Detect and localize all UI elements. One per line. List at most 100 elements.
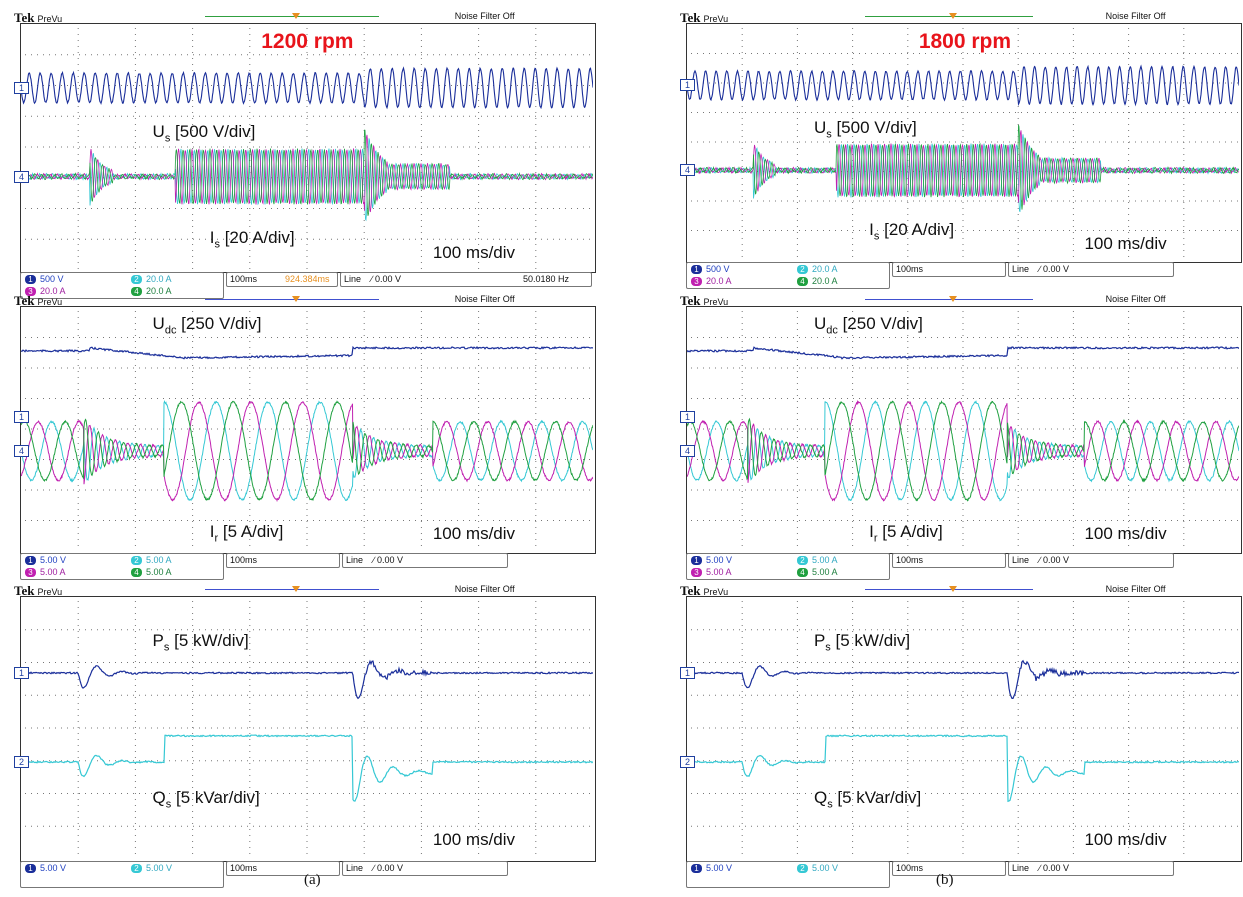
channel-scale-2[interactable]: 2 5.00 V <box>797 863 839 874</box>
waveform-plot <box>687 601 1239 854</box>
scope-panel-b-mid: Tek PreVu Noise Filter Off Udc [250 V/div] I… <box>680 293 1243 580</box>
status-bar: 1 5.00 V 2 5.00 A 3 5.00 A 4 5.00 A 100ms Line ∕ 0… <box>686 553 1240 580</box>
stator-current-trace-2 <box>21 134 593 213</box>
stator-voltage-trace <box>687 64 1239 107</box>
time-per-div-label: 100 ms/div <box>1084 830 1167 850</box>
channel-marker-1[interactable]: 1 <box>14 666 29 679</box>
channel-badge-icon: 4 <box>797 568 808 578</box>
channel-scale-3[interactable]: 3 20.0 A <box>25 286 66 297</box>
channel-scale-box: 1 5.00 V 2 5.00 A 3 5.00 A 4 5.00 A <box>686 553 890 580</box>
timebase-value: 100ms <box>230 274 258 284</box>
channel-scale-1[interactable]: 1 500 V <box>25 274 64 285</box>
trigger-level: ∕ 0.00 V <box>373 863 404 873</box>
graticule-b-mid: Udc [250 V/div] Ir [5 A/div] 100 ms/div <box>686 306 1242 554</box>
channel-badge-icon: 2 <box>797 864 808 874</box>
channel-scale-value: 20.0 A <box>812 264 838 274</box>
graticule-a-top: Us [500 V/div] Is [20 A/div] 100 ms/div 120… <box>20 23 596 273</box>
channel-scale-3[interactable]: 3 5.00 A <box>25 567 66 578</box>
channel-marker-2[interactable]: 2 <box>680 756 695 769</box>
graticule-a-bot: Ps [5 kW/div] Qs [5 kVar/div] 100 ms/div <box>20 596 596 862</box>
channel-scale-4[interactable]: 4 5.00 A <box>131 567 172 578</box>
channel-scale-3[interactable]: 3 5.00 A <box>691 567 732 578</box>
channel-scale-2[interactable]: 2 5.00 V <box>131 863 173 874</box>
mode-text: PreVu <box>37 14 63 24</box>
trigger-source: Line <box>1012 863 1030 873</box>
graticule-b-bot: Ps [5 kW/div] Qs [5 kVar/div] 100 ms/div <box>686 596 1242 862</box>
channel-marker-4[interactable]: 4 <box>680 444 695 457</box>
channel-scale-box: 1 5.00 V 2 5.00 V <box>686 861 890 888</box>
frequency-readout: 50.0180 Hz <box>523 274 570 284</box>
rotor-current-trace-3 <box>21 400 593 501</box>
noise-filter-status: Noise Filter Off <box>1105 294 1166 304</box>
signal-label-1: Us [500 V/div] <box>152 122 256 145</box>
channel-badge-icon: 1 <box>691 556 702 566</box>
channel-scale-2[interactable]: 2 5.00 A <box>131 555 172 566</box>
mode-text: PreVu <box>703 587 729 597</box>
timebase-box: 100ms <box>892 262 1006 277</box>
timebase-value: 100ms <box>896 555 924 565</box>
mode-text: PreVu <box>37 587 63 597</box>
trigger-source: Line <box>1012 264 1030 274</box>
rotor-current-trace-1 <box>21 400 593 502</box>
channel-scale-value: 5.00 A <box>812 567 838 577</box>
channel-scale-1[interactable]: 1 5.00 V <box>691 555 732 566</box>
trigger-box: Line ∕ 0.00 V 50.0180 Hz <box>340 272 592 287</box>
trigger-arrow-icon <box>292 13 301 19</box>
channel-marker-1[interactable]: 1 <box>680 79 695 92</box>
channel-scale-1[interactable]: 1 5.00 V <box>25 555 67 566</box>
channel-scale-value: 5.00 V <box>812 863 839 873</box>
channel-scale-value: 5.00 V <box>146 863 173 873</box>
channel-scale-1[interactable]: 1 5.00 V <box>25 863 67 874</box>
channel-scale-3[interactable]: 3 20.0 A <box>691 276 732 287</box>
channel-scale-value: 20.0 A <box>146 286 172 296</box>
stator-current-trace-3 <box>21 129 593 216</box>
channel-badge-icon: 1 <box>25 275 36 285</box>
channel-scale-2[interactable]: 2 5.00 A <box>797 555 838 566</box>
timebase-value: 100ms <box>896 264 924 274</box>
channel-scale-value: 20.0 A <box>706 276 732 286</box>
channel-marker-4[interactable]: 4 <box>680 164 695 177</box>
channel-marker-4[interactable]: 4 <box>14 170 29 183</box>
trigger-position-value: 924.384ms <box>285 274 330 284</box>
channel-scale-value: 5.00 A <box>706 567 732 577</box>
trigger-level: ∕ 0.00 V <box>1039 264 1070 274</box>
timebase-value: 100ms <box>896 863 924 873</box>
brand-text: Tek <box>14 10 35 25</box>
active-power-trace <box>21 659 593 700</box>
channel-badge-icon: 3 <box>25 287 36 297</box>
channel-marker-2[interactable]: 2 <box>14 756 29 769</box>
trigger-level: ∕ 0.00 V <box>371 274 402 284</box>
channel-badge-icon: 2 <box>131 864 142 874</box>
trigger-box: Line ∕ 0.00 V <box>1008 262 1174 277</box>
trigger-level: ∕ 0.00 V <box>1039 555 1070 565</box>
trigger-box: Line ∕ 0.00 V <box>1008 553 1174 568</box>
channel-scale-1[interactable]: 1 5.00 V <box>691 863 732 874</box>
channel-scale-4[interactable]: 4 20.0 A <box>131 286 172 297</box>
channel-marker-4[interactable]: 4 <box>14 444 29 457</box>
channel-scale-2[interactable]: 2 20.0 A <box>131 274 172 285</box>
channel-marker-1[interactable]: 1 <box>14 81 29 94</box>
trigger-arrow-icon <box>292 296 301 302</box>
signal-label-1: Udc [250 V/div] <box>813 314 923 337</box>
trigger-source: Line <box>346 863 364 873</box>
stator-current-trace-2 <box>687 130 1239 206</box>
reactive-power-trace <box>21 734 593 802</box>
channel-scale-value: 5.00 A <box>812 555 838 565</box>
channel-badge-icon: 2 <box>131 556 142 566</box>
mode-text: PreVu <box>37 297 63 307</box>
channel-scale-2[interactable]: 2 20.0 A <box>797 264 838 275</box>
rotor-current-trace-1 <box>687 400 1239 502</box>
channel-badge-icon: 4 <box>797 277 808 287</box>
caption-a: (a) <box>304 872 321 888</box>
channel-scale-value: 5.00 V <box>40 863 67 873</box>
channel-marker-1[interactable]: 1 <box>14 410 29 423</box>
channel-marker-1[interactable]: 1 <box>680 410 695 423</box>
graticule-a-mid: Udc [250 V/div] Ir [5 A/div] 100 ms/div <box>20 306 596 554</box>
channel-scale-4[interactable]: 4 5.00 A <box>797 567 838 578</box>
channel-badge-icon: 2 <box>797 556 808 566</box>
signal-label-2: Qs [5 kVar/div] <box>152 788 260 811</box>
channel-scale-4[interactable]: 4 20.0 A <box>797 276 838 287</box>
channel-marker-1[interactable]: 1 <box>680 666 695 679</box>
channel-scale-value: 5.00 V <box>40 555 67 565</box>
channel-scale-1[interactable]: 1 500 V <box>691 264 730 275</box>
